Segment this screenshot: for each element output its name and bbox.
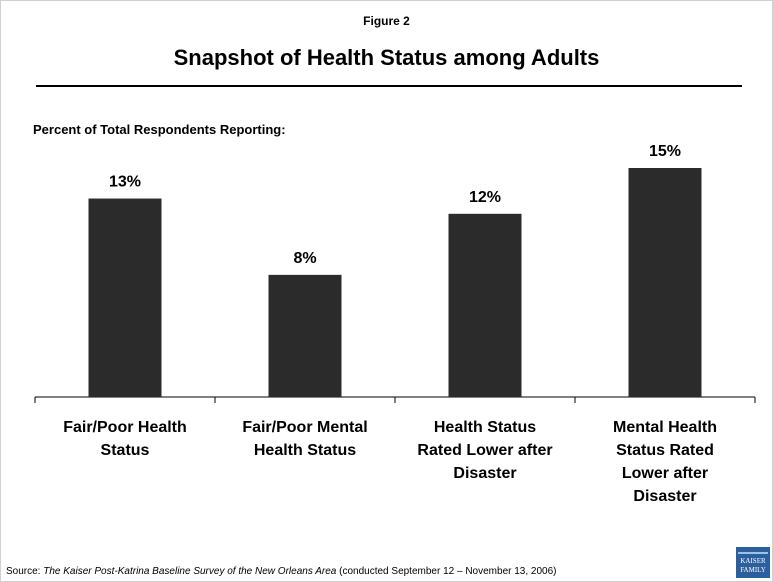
- bar: [628, 168, 702, 397]
- figure-label: Figure 2: [363, 14, 410, 28]
- data-label: 15%: [649, 143, 681, 160]
- x-tick-label: Fair/Poor Mental Health Status: [220, 416, 390, 462]
- chart-subtitle: Percent of Total Respondents Reporting:: [33, 122, 286, 137]
- bar: [88, 198, 162, 397]
- bar: [448, 213, 522, 397]
- x-tick-label-line: Disaster: [453, 465, 517, 482]
- svg-text:KAISER: KAISER: [740, 557, 766, 565]
- x-tick-label: Health Status Rated Lower after Disaster: [400, 416, 570, 485]
- x-tick-label: Mental Health Status Rated Lower after Disa…: [580, 416, 750, 508]
- x-tick-label-line: Health Status: [433, 419, 537, 436]
- svg-text:FAMILY: FAMILY: [740, 566, 766, 574]
- x-tick-label-line: Fair/Poor Health: [63, 419, 187, 436]
- x-tick-label: Fair/Poor Health Status: [40, 416, 210, 462]
- data-label: 8%: [293, 250, 316, 267]
- source-prefix: Source:: [6, 566, 44, 577]
- source-title: The Kaiser Post-Katrina Baseline Survey …: [43, 566, 337, 577]
- x-tick-label-line: Rated Lower after: [417, 442, 553, 459]
- data-label: 12%: [469, 189, 501, 206]
- x-tick-label-line: Fair/Poor Mental: [242, 419, 368, 436]
- x-tick-label-line: Status: [100, 442, 150, 459]
- x-tick-label-line: Status Rated: [616, 442, 714, 459]
- source-note: Source: The Kaiser Post-Katrina Baseline…: [6, 566, 557, 577]
- x-tick-label-line: Health Status: [253, 442, 357, 459]
- x-tick-label-line: Lower after: [621, 465, 709, 482]
- chart-title: Snapshot of Health Status among Adults: [173, 45, 600, 70]
- x-tick-label-line: Mental Health: [612, 419, 717, 436]
- title-divider: [36, 85, 742, 87]
- x-tick-label-line: Disaster: [633, 488, 697, 505]
- kaiser-logo: KAISER FAMILY: [736, 547, 770, 578]
- source-suffix: (conducted September 12 – November 13, 2…: [336, 566, 557, 577]
- data-label: 13%: [109, 174, 141, 191]
- bar: [268, 274, 342, 397]
